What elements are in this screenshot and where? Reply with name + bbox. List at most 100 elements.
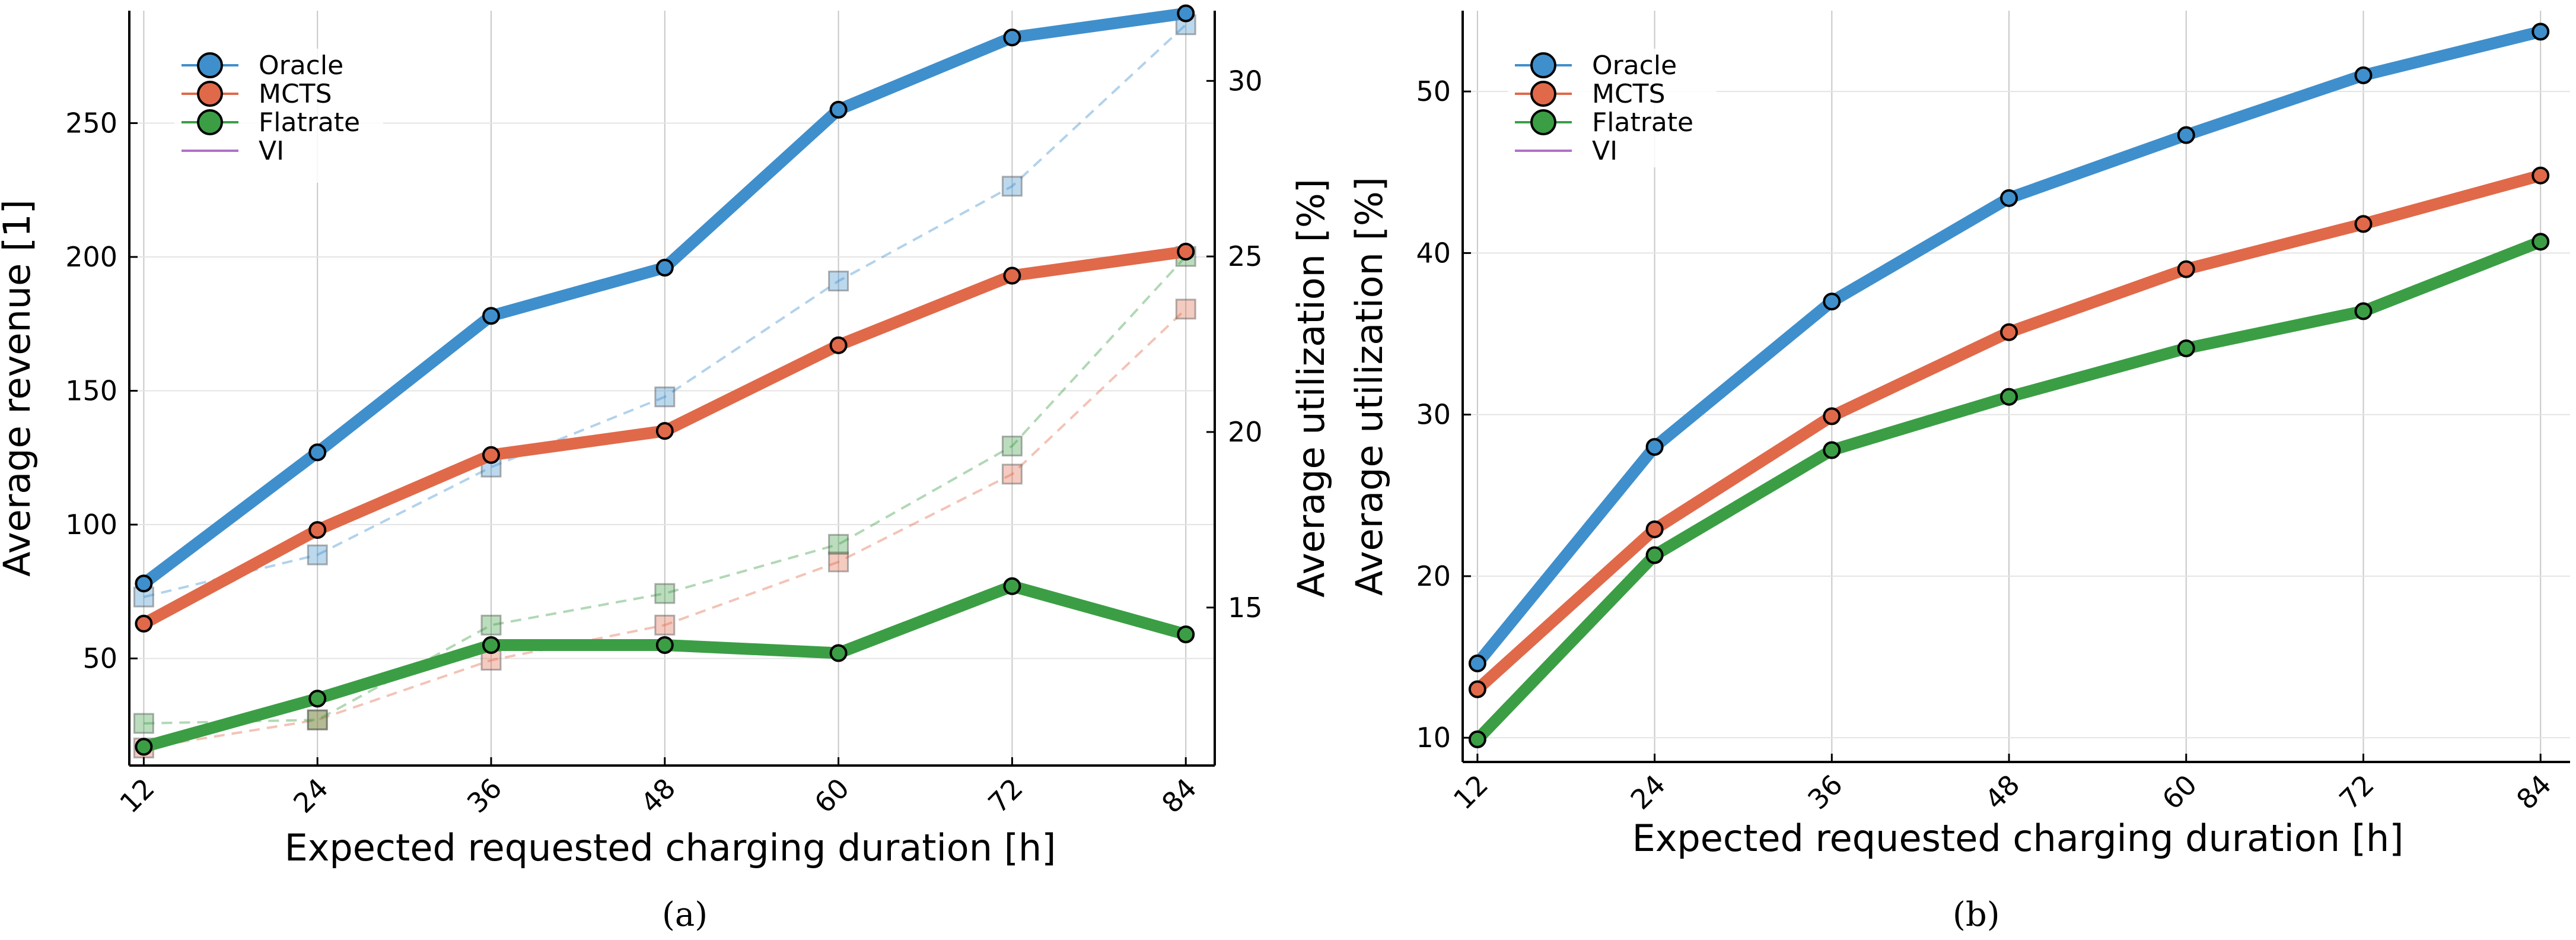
x-axis-tick-label: 84 bbox=[1155, 772, 1203, 820]
y-axis-tick-label: 100 bbox=[65, 509, 117, 541]
data-point-flatrate bbox=[2532, 233, 2550, 251]
x-axis-tick-label: 12 bbox=[113, 772, 161, 820]
secondary-series-line bbox=[144, 308, 1187, 750]
y-axis-label: Average utilization [%] bbox=[1348, 177, 1391, 596]
right-axis: 15 20 25 30 bbox=[1206, 11, 1263, 766]
legend-swatch-marker-mcts bbox=[197, 81, 223, 107]
secondary-series-marker bbox=[307, 544, 328, 566]
legend-swatch-marker-mcts bbox=[1530, 81, 1556, 107]
data-point-flatrate bbox=[1468, 730, 1486, 748]
secondary-series-marker bbox=[1001, 176, 1023, 197]
secondary-series-marker bbox=[1001, 436, 1023, 457]
data-point-flatrate bbox=[2177, 339, 2195, 358]
y-axis-tick-label: 250 bbox=[65, 107, 117, 139]
chart-panel-b: 10 20 30 40 50 12 24 36 48 60 72 84 Expected request… bbox=[1348, 11, 2570, 934]
data-point-flatrate bbox=[2000, 388, 2018, 406]
secondary-series-marker bbox=[307, 709, 328, 731]
x-axis-tick-label: 36 bbox=[461, 772, 508, 820]
x-axis-tick-label: 12 bbox=[1447, 768, 1495, 816]
x-axis-tick-label: 60 bbox=[2156, 768, 2204, 816]
y-axis-tick-label: 30 bbox=[1416, 399, 1451, 431]
secondary-series-marker bbox=[828, 551, 849, 573]
data-point-oracle bbox=[1823, 293, 1841, 311]
data-point-oracle bbox=[1468, 654, 1486, 672]
secondary-series-line bbox=[144, 255, 1187, 725]
right-axis-label: Average utilization [%] bbox=[1289, 179, 1333, 598]
legend-swatch-marker-flatrate bbox=[1530, 109, 1556, 135]
x-axis-tick-label: 84 bbox=[2510, 768, 2558, 816]
x-axis-tick-label: 60 bbox=[808, 772, 855, 820]
y-axis-tick-label: 20 bbox=[1416, 560, 1451, 592]
x-axis-tick-label: 72 bbox=[982, 772, 1029, 820]
data-point-oracle bbox=[829, 100, 848, 119]
right-axis-tick-label: 20 bbox=[1228, 416, 1263, 448]
data-point-mcts bbox=[2354, 215, 2373, 233]
data-point-flatrate bbox=[1003, 577, 1021, 595]
data-point-mcts bbox=[135, 614, 153, 633]
legend-swatch-marker-flatrate bbox=[197, 109, 223, 135]
data-point-mcts bbox=[1645, 520, 1664, 538]
data-point-mcts bbox=[1003, 266, 1021, 285]
data-point-flatrate bbox=[135, 738, 153, 756]
legend-label-mcts: MCTS bbox=[259, 79, 332, 109]
secondary-series-marker bbox=[1001, 463, 1023, 485]
data-point-flatrate bbox=[1823, 441, 1841, 459]
data-point-flatrate bbox=[2354, 302, 2373, 320]
x-axis-tick-label: 48 bbox=[1979, 768, 2026, 816]
panel-caption: (b) bbox=[1953, 895, 2000, 934]
secondary-series-marker bbox=[133, 713, 154, 734]
y-axis-tick-label: 150 bbox=[65, 375, 117, 407]
data-point-flatrate bbox=[308, 690, 327, 708]
data-point-mcts bbox=[482, 446, 500, 464]
y-axis-tick-label: 10 bbox=[1416, 722, 1451, 754]
y-axis-tick-label: 200 bbox=[65, 241, 117, 273]
secondary-series-marker bbox=[133, 586, 154, 608]
data-point-oracle bbox=[2177, 126, 2195, 144]
data-point-oracle bbox=[2000, 189, 2018, 207]
legend-label-flatrate: Flatrate bbox=[1592, 107, 1693, 138]
legend-label-flatrate: Flatrate bbox=[259, 107, 360, 138]
x-axis-label: Expected requested charging duration [h] bbox=[1632, 817, 2404, 860]
data-point-oracle bbox=[655, 259, 674, 277]
secondary-series-marker bbox=[654, 614, 676, 636]
data-point-flatrate bbox=[655, 636, 674, 655]
data-point-oracle bbox=[2354, 66, 2373, 84]
data-point-flatrate bbox=[1645, 546, 1664, 564]
data-point-oracle bbox=[482, 307, 500, 325]
data-point-oracle bbox=[1645, 438, 1664, 456]
x-axis-tick-label: 24 bbox=[1625, 768, 1672, 816]
secondary-series-marker bbox=[1175, 298, 1196, 320]
data-point-mcts bbox=[1468, 680, 1486, 698]
legend-swatch-marker-oracle bbox=[1530, 52, 1556, 78]
legend-label-oracle: Oracle bbox=[259, 50, 343, 81]
data-point-oracle bbox=[2532, 23, 2550, 41]
legend-label-mcts: MCTS bbox=[1592, 79, 1666, 109]
data-point-flatrate bbox=[829, 644, 848, 662]
legend-label-vi: VI bbox=[1592, 136, 1617, 166]
data-point-mcts bbox=[2532, 166, 2550, 185]
secondary-series-marker bbox=[828, 533, 849, 555]
data-point-mcts bbox=[2000, 323, 2018, 341]
secondary-series-marker bbox=[654, 386, 676, 408]
data-point-mcts bbox=[1177, 242, 1195, 261]
secondary-series-marker bbox=[307, 709, 328, 731]
panel-caption: (a) bbox=[662, 895, 708, 934]
x-axis-tick-label: 24 bbox=[287, 772, 335, 820]
data-point-flatrate bbox=[482, 636, 500, 655]
data-point-oracle bbox=[1003, 28, 1021, 47]
y-axis-tick-label: 50 bbox=[1416, 75, 1451, 107]
secondary-series-marker bbox=[828, 271, 849, 292]
secondary-series-marker bbox=[480, 614, 502, 636]
data-point-oracle bbox=[1177, 4, 1195, 23]
chart-panel-a: 15 20 25 30 Average utilization [%] 50 100 150 2… bbox=[0, 4, 1333, 934]
legend-swatch-marker-oracle bbox=[197, 52, 223, 78]
right-axis-tick-label: 30 bbox=[1228, 65, 1263, 97]
x-axis-tick-label: 48 bbox=[635, 772, 682, 820]
data-point-mcts bbox=[1823, 407, 1841, 425]
data-point-flatrate bbox=[1177, 625, 1195, 643]
y-axis-tick-label: 40 bbox=[1416, 237, 1451, 269]
data-point-mcts bbox=[2177, 260, 2195, 278]
